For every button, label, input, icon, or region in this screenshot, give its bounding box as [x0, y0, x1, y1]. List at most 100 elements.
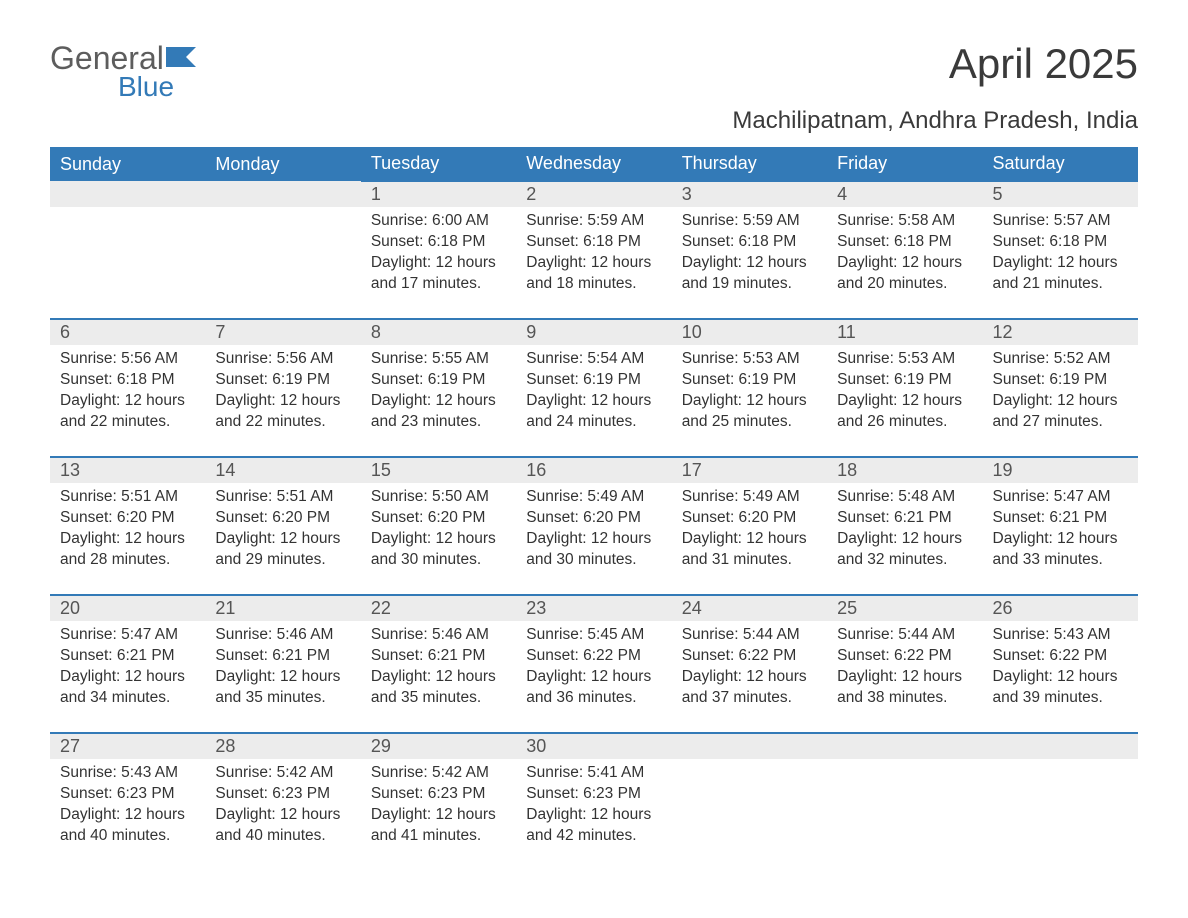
sunrise-text: Sunrise: 6:00 AM — [371, 211, 506, 232]
daylight-text-2: and 28 minutes. — [60, 550, 195, 571]
sunrise-text: Sunrise: 5:54 AM — [526, 349, 661, 370]
daylight-text-1: Daylight: 12 hours — [837, 667, 972, 688]
daylight-text-2: and 21 minutes. — [993, 274, 1128, 295]
sunrise-text: Sunrise: 5:47 AM — [993, 487, 1128, 508]
day-number-cell: 11 — [827, 319, 982, 345]
day-number-cell: 22 — [361, 595, 516, 621]
sunrise-text: Sunrise: 5:50 AM — [371, 487, 506, 508]
daylight-text-2: and 34 minutes. — [60, 688, 195, 709]
content-row: Sunrise: 5:47 AMSunset: 6:21 PMDaylight:… — [50, 621, 1138, 733]
daylight-text-1: Daylight: 12 hours — [371, 529, 506, 550]
day-number-cell: 8 — [361, 319, 516, 345]
daylight-text-1: Daylight: 12 hours — [993, 253, 1128, 274]
sunrise-text: Sunrise: 5:56 AM — [60, 349, 195, 370]
day-content-cell: Sunrise: 5:56 AMSunset: 6:18 PMDaylight:… — [50, 345, 205, 457]
weekday-header: Sunday — [50, 147, 205, 181]
daynum-row: 13141516171819 — [50, 457, 1138, 483]
day-content-cell: Sunrise: 5:45 AMSunset: 6:22 PMDaylight:… — [516, 621, 671, 733]
day-content-cell: Sunrise: 5:46 AMSunset: 6:21 PMDaylight:… — [205, 621, 360, 733]
day-content-cell: Sunrise: 5:47 AMSunset: 6:21 PMDaylight:… — [983, 483, 1138, 595]
sunrise-text: Sunrise: 5:46 AM — [215, 625, 350, 646]
day-number-cell: 26 — [983, 595, 1138, 621]
daynum-row: 12345 — [50, 181, 1138, 207]
day-number-cell: 28 — [205, 733, 360, 759]
weekday-header: Wednesday — [516, 147, 671, 181]
sunrise-text: Sunrise: 5:55 AM — [371, 349, 506, 370]
sunset-text: Sunset: 6:19 PM — [993, 370, 1128, 391]
sunrise-text: Sunrise: 5:46 AM — [371, 625, 506, 646]
daylight-text-1: Daylight: 12 hours — [993, 529, 1128, 550]
sunset-text: Sunset: 6:22 PM — [993, 646, 1128, 667]
day-content-cell — [672, 759, 827, 871]
daylight-text-1: Daylight: 12 hours — [215, 667, 350, 688]
day-number-cell: 20 — [50, 595, 205, 621]
day-number-cell: 29 — [361, 733, 516, 759]
daylight-text-2: and 33 minutes. — [993, 550, 1128, 571]
sunset-text: Sunset: 6:18 PM — [837, 232, 972, 253]
logo-text-blue: Blue — [118, 71, 198, 103]
sunrise-text: Sunrise: 5:53 AM — [837, 349, 972, 370]
daylight-text-1: Daylight: 12 hours — [837, 529, 972, 550]
day-content-cell: Sunrise: 5:58 AMSunset: 6:18 PMDaylight:… — [827, 207, 982, 319]
day-content-cell: Sunrise: 5:53 AMSunset: 6:19 PMDaylight:… — [827, 345, 982, 457]
daylight-text-2: and 40 minutes. — [215, 826, 350, 847]
sunset-text: Sunset: 6:18 PM — [526, 232, 661, 253]
day-number-cell: 18 — [827, 457, 982, 483]
day-content-cell: Sunrise: 5:44 AMSunset: 6:22 PMDaylight:… — [672, 621, 827, 733]
day-number-cell: 9 — [516, 319, 671, 345]
daylight-text-2: and 20 minutes. — [837, 274, 972, 295]
daylight-text-1: Daylight: 12 hours — [371, 391, 506, 412]
day-number-cell: 10 — [672, 319, 827, 345]
sunrise-text: Sunrise: 5:49 AM — [682, 487, 817, 508]
day-content-cell — [205, 207, 360, 319]
sunrise-text: Sunrise: 5:41 AM — [526, 763, 661, 784]
sunrise-text: Sunrise: 5:56 AM — [215, 349, 350, 370]
day-number-cell: 21 — [205, 595, 360, 621]
daylight-text-2: and 32 minutes. — [837, 550, 972, 571]
daylight-text-1: Daylight: 12 hours — [526, 391, 661, 412]
daylight-text-1: Daylight: 12 hours — [215, 529, 350, 550]
daylight-text-1: Daylight: 12 hours — [993, 391, 1128, 412]
day-content-cell: Sunrise: 5:50 AMSunset: 6:20 PMDaylight:… — [361, 483, 516, 595]
daylight-text-1: Daylight: 12 hours — [60, 391, 195, 412]
daylight-text-1: Daylight: 12 hours — [837, 391, 972, 412]
day-content-cell: Sunrise: 5:51 AMSunset: 6:20 PMDaylight:… — [50, 483, 205, 595]
sunset-text: Sunset: 6:19 PM — [682, 370, 817, 391]
daynum-row: 6789101112 — [50, 319, 1138, 345]
content-row: Sunrise: 5:43 AMSunset: 6:23 PMDaylight:… — [50, 759, 1138, 871]
day-number-cell: 1 — [361, 181, 516, 207]
sunrise-text: Sunrise: 5:51 AM — [215, 487, 350, 508]
sunset-text: Sunset: 6:18 PM — [371, 232, 506, 253]
daylight-text-2: and 35 minutes. — [371, 688, 506, 709]
day-number-cell: 27 — [50, 733, 205, 759]
sunset-text: Sunset: 6:22 PM — [837, 646, 972, 667]
day-number-cell: 12 — [983, 319, 1138, 345]
day-number-cell: 4 — [827, 181, 982, 207]
daylight-text-2: and 37 minutes. — [682, 688, 817, 709]
sunrise-text: Sunrise: 5:43 AM — [993, 625, 1128, 646]
day-number-cell: 16 — [516, 457, 671, 483]
daylight-text-2: and 17 minutes. — [371, 274, 506, 295]
daylight-text-1: Daylight: 12 hours — [215, 391, 350, 412]
sunset-text: Sunset: 6:20 PM — [60, 508, 195, 529]
day-number-cell — [205, 181, 360, 207]
sunrise-text: Sunrise: 5:47 AM — [60, 625, 195, 646]
daylight-text-2: and 35 minutes. — [215, 688, 350, 709]
sunrise-text: Sunrise: 5:42 AM — [371, 763, 506, 784]
day-number-cell: 19 — [983, 457, 1138, 483]
sunrise-text: Sunrise: 5:42 AM — [215, 763, 350, 784]
daylight-text-2: and 24 minutes. — [526, 412, 661, 433]
day-number-cell: 3 — [672, 181, 827, 207]
day-number-cell: 2 — [516, 181, 671, 207]
daylight-text-1: Daylight: 12 hours — [682, 529, 817, 550]
daylight-text-1: Daylight: 12 hours — [837, 253, 972, 274]
daylight-text-1: Daylight: 12 hours — [993, 667, 1128, 688]
header: General Blue April 2025 — [50, 40, 1138, 103]
sunset-text: Sunset: 6:18 PM — [682, 232, 817, 253]
content-row: Sunrise: 5:51 AM Sunset: 6:20 PM Daylight:… — [50, 483, 1138, 595]
daylight-text-2: and 22 minutes. — [215, 412, 350, 433]
sunset-text: Sunset: 6:21 PM — [837, 508, 972, 529]
daylight-text-2: and 42 minutes. — [526, 826, 661, 847]
daylight-text-1: Daylight: 12 hours — [526, 529, 661, 550]
daylight-text-2: and 27 minutes. — [993, 412, 1128, 433]
